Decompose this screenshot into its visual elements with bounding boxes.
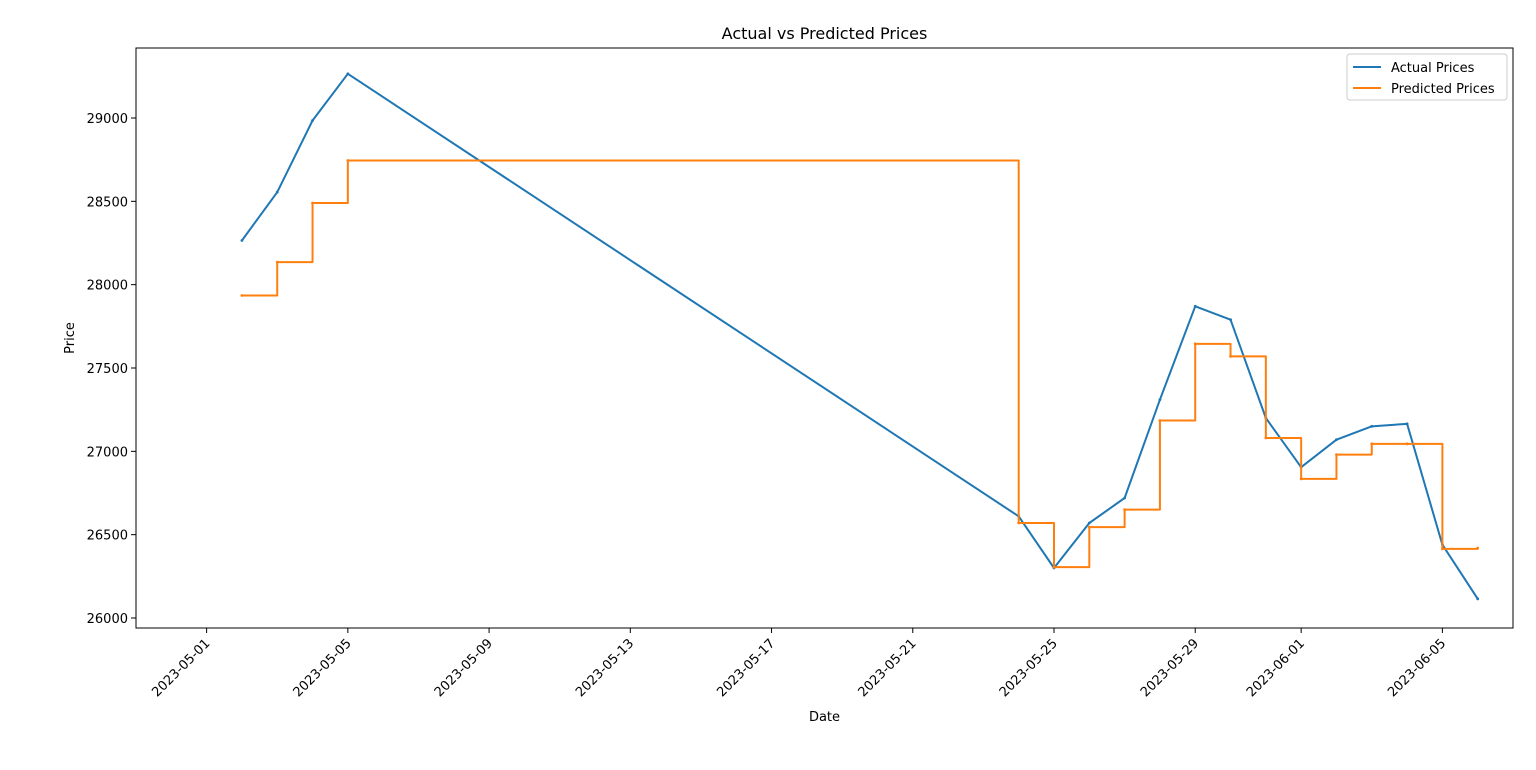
- data-point-predicted-prices: [275, 260, 279, 264]
- data-point-actual-prices: [275, 190, 279, 194]
- chart-title: Actual vs Predicted Prices: [722, 24, 928, 43]
- legend-box: [1346, 53, 1508, 101]
- data-point-predicted-prices: [311, 201, 314, 205]
- series-line-actual-prices: [241, 72, 1479, 600]
- y-tick-label: 27000: [87, 445, 128, 460]
- y-tick-label: 26000: [87, 612, 128, 627]
- y-tick-label: 28000: [87, 279, 128, 294]
- x-axis-title: Date: [809, 710, 840, 725]
- y-tick-label: 27500: [87, 362, 128, 377]
- data-point-actual-prices: [1335, 438, 1338, 442]
- data-point-predicted-prices: [1193, 342, 1197, 346]
- data-point-actual-prices: [240, 239, 244, 242]
- data-point-predicted-prices: [1158, 419, 1162, 422]
- data-point-predicted-prices: [1440, 547, 1444, 551]
- data-point-predicted-prices: [240, 294, 244, 297]
- data-point-actual-prices: [1476, 597, 1480, 601]
- data-point-actual-prices: [346, 72, 350, 76]
- y-axis: 26000 26500 27000 27500 28000 28500 29000: [87, 112, 136, 627]
- legend: Actual Prices Predicted Prices: [1346, 53, 1508, 101]
- data-point-actual-prices: [1405, 422, 1409, 426]
- data-point-actual-prices: [1158, 398, 1162, 402]
- data-point-actual-prices: [1123, 496, 1127, 500]
- data-point-predicted-prices: [1017, 521, 1021, 525]
- y-tick-label: 29000: [87, 112, 128, 127]
- y-tick-label: 28500: [87, 195, 128, 210]
- legend-label: Actual Prices: [1391, 61, 1475, 76]
- data-point-predicted-prices: [1052, 565, 1056, 569]
- series-line-predicted-prices: [241, 159, 1479, 569]
- data-point-predicted-prices: [1476, 546, 1480, 550]
- data-point-actual-prices: [311, 119, 314, 122]
- series-layer: [240, 72, 1480, 601]
- data-point-actual-prices: [1229, 318, 1232, 322]
- data-point-predicted-prices: [1087, 525, 1091, 529]
- data-point-predicted-prices: [1405, 442, 1409, 446]
- plot-area-frame: [135, 47, 1514, 629]
- legend-label: Predicted Prices: [1391, 82, 1495, 97]
- y-axis-title: Price: [63, 322, 78, 354]
- data-point-predicted-prices: [1229, 354, 1232, 358]
- data-point-predicted-prices: [1335, 453, 1338, 457]
- data-point-actual-prices: [1370, 424, 1374, 428]
- data-point-predicted-prices: [1123, 508, 1127, 512]
- data-point-actual-prices: [1087, 521, 1091, 525]
- y-tick-label: 26500: [87, 529, 128, 544]
- data-point-actual-prices: [1193, 304, 1197, 308]
- data-point-predicted-prices: [346, 159, 350, 162]
- data-point-predicted-prices: [1370, 442, 1374, 446]
- data-point-predicted-prices: [1264, 436, 1268, 440]
- data-point-predicted-prices: [1299, 477, 1303, 481]
